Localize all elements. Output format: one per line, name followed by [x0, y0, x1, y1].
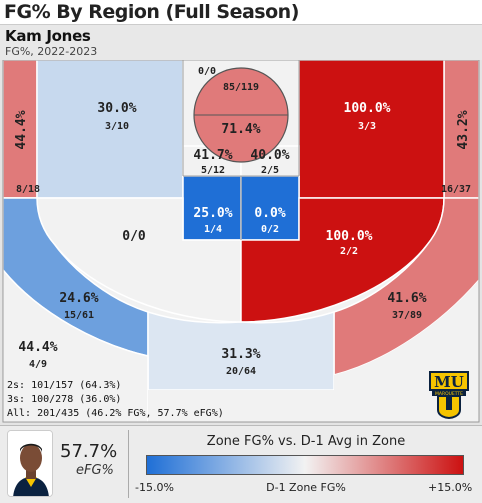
label-right-corner-pct: 43.2% — [456, 110, 471, 149]
footer-divider — [128, 430, 129, 498]
summary-threes: 3s: 100/278 (36.0%) — [7, 394, 121, 405]
label-left-wing-three-pct: 24.6% — [59, 291, 98, 306]
label-paint-right-pct: 40.0% — [250, 148, 289, 163]
label-right-wing-upper-frac: 3/3 — [358, 121, 376, 132]
player-photo — [7, 430, 53, 497]
label-mid-right-pct: 0.0% — [254, 206, 285, 221]
label-paint-right-frac: 2/5 — [261, 165, 279, 176]
label-paint-left-pct: 41.7% — [193, 148, 232, 163]
label-left-deep-pct: 44.4% — [18, 340, 57, 355]
summary-twos: 2s: 101/157 (64.3%) — [7, 380, 121, 391]
label-right-elbow-frac: 2/2 — [340, 246, 358, 257]
summary-block: 2s: 101/157 (64.3%) 3s: 100/278 (36.0%) … — [7, 380, 224, 419]
logo-text: MARQUETTE — [435, 391, 463, 397]
player-header — [0, 24, 482, 60]
label-left-wing-upper-frac: 3/10 — [105, 121, 129, 132]
label-mid-left-frac: 1/4 — [204, 224, 222, 235]
legend-min-label: -15.0% — [135, 481, 174, 494]
label-left-deep-frac: 4/9 — [29, 359, 47, 370]
legend-max-label: +15.0% — [428, 481, 473, 494]
zone-right-wing-three — [333, 197, 479, 376]
label-top-small-frac: 0/0 — [198, 66, 216, 77]
efg-value: 57.7% — [60, 441, 118, 462]
label-paint-left-frac: 5/12 — [201, 165, 225, 176]
label-right-wing-three-frac: 37/89 — [392, 310, 422, 321]
player-avatar-icon — [8, 431, 52, 496]
label-right-wing-upper-pct: 100.0% — [344, 101, 391, 116]
label-top-three-frac: 20/64 — [226, 366, 256, 377]
label-left-wing-three-frac: 15/61 — [64, 310, 94, 321]
label-left-corner-pct: 44.4% — [14, 110, 29, 149]
label-right-corner-frac: 16/37 — [441, 184, 471, 195]
label-rim-pct: 71.4% — [221, 122, 260, 137]
label-right-elbow-pct: 100.0% — [326, 229, 373, 244]
efg-label: eFG% — [76, 463, 114, 478]
legend-title: Zone FG% vs. D-1 Avg in Zone — [206, 434, 406, 449]
label-top-three-pct: 31.3% — [221, 347, 260, 362]
player-name: Kam Jones — [5, 27, 91, 45]
court-lines — [2, 60, 480, 423]
label-left-wing-upper-pct: 30.0% — [97, 101, 136, 116]
court-svg: 44.4% 8/18 30.0% 3/10 0/0 85/119 71.4% 1… — [2, 60, 480, 423]
zone-left-deep — [3, 268, 149, 422]
shot-chart: 44.4% 8/18 30.0% 3/10 0/0 85/119 71.4% 1… — [0, 60, 482, 425]
chart-title: FG% By Region (Full Season) — [4, 1, 299, 23]
summary-all: All: 201/435 (46.2% FG%, 57.7% eFG%) — [7, 408, 224, 419]
label-rim-frac: 85/119 — [223, 82, 259, 93]
marquette-mu-logo: MU MARQUETTE — [429, 371, 469, 420]
svg-text:MU: MU — [434, 373, 464, 391]
legend-gradient-bar — [146, 455, 464, 475]
label-left-elbow-frac: 0/0 — [122, 229, 146, 244]
zone-top-three — [147, 310, 335, 391]
label-mid-left-pct: 25.0% — [193, 206, 232, 221]
label-left-corner-frac: 8/18 — [16, 184, 40, 195]
zone-labels: 44.4% 8/18 30.0% 3/10 0/0 85/119 71.4% 1… — [14, 66, 471, 377]
legend-mid-label: D-1 Zone FG% — [266, 481, 346, 494]
player-subtitle: FG%, 2022-2023 — [5, 45, 98, 58]
label-right-wing-three-pct: 41.6% — [387, 291, 426, 306]
label-mid-right-frac: 0/2 — [261, 224, 279, 235]
